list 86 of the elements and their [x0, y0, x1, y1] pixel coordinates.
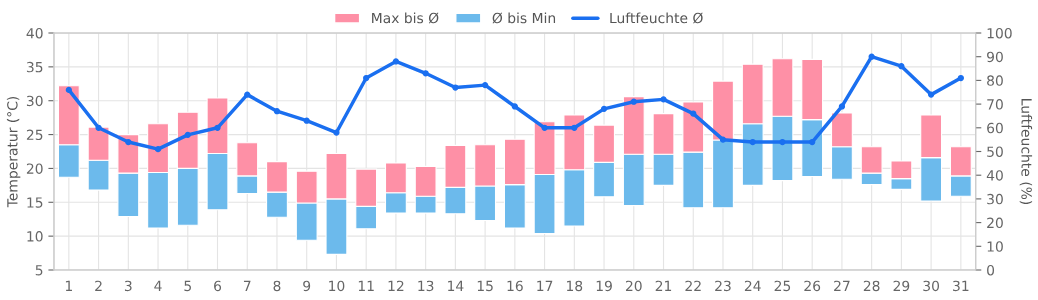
x-tick-label: 31 — [953, 280, 969, 292]
point — [660, 96, 667, 103]
y2-tick-label: 100 — [987, 27, 1012, 39]
legend-label: Max bis Ø — [372, 12, 439, 24]
x-tick-label: 7 — [243, 280, 251, 291]
y2-axis-title: Luftfeuchte (%) — [1019, 99, 1033, 205]
point — [511, 103, 518, 110]
y-axis-title: Temperatur (°C) — [6, 96, 21, 208]
y-tick-label: 15 — [27, 197, 43, 208]
x-tick-label: 23 — [715, 280, 731, 292]
x-tick-label: 30 — [923, 280, 940, 292]
y-tick-label: 30 — [26, 95, 43, 107]
x-tick-label: 10 — [329, 280, 345, 292]
x-tick-label: 27 — [834, 280, 850, 291]
x-tick-label: 17 — [537, 280, 553, 291]
point — [125, 138, 132, 146]
point — [303, 117, 310, 124]
point — [719, 136, 727, 143]
x-tick-label: 4 — [154, 280, 162, 291]
point — [868, 53, 875, 60]
y-tick-label: 35 — [26, 61, 43, 73]
y-tick-label: 40 — [26, 27, 43, 39]
y2-tick-label: 40 — [986, 170, 1003, 181]
point — [600, 105, 608, 112]
x-tick-label: 21 — [655, 280, 672, 291]
y-tick-label: 10 — [27, 231, 43, 242]
y2-tick-label: 70 — [987, 99, 1003, 110]
y-tick-label: 25 — [26, 129, 43, 141]
x-tick-label: 2 — [95, 280, 102, 291]
point — [481, 82, 489, 89]
x-tick-label: 9 — [303, 280, 311, 292]
x-tick-label: 26 — [804, 280, 821, 292]
point — [154, 146, 162, 153]
x-tick-label: 11 — [358, 280, 374, 291]
point — [363, 74, 370, 82]
x-tick-label: 18 — [567, 280, 583, 292]
y2-tick-label: 80 — [987, 75, 1003, 86]
point — [95, 124, 102, 131]
y2-tick-label: 0 — [987, 264, 995, 276]
point — [184, 131, 191, 139]
y2-tick-label: 60 — [987, 122, 1003, 134]
point — [690, 110, 697, 117]
x-tick-label: 29 — [893, 280, 910, 292]
point — [809, 138, 816, 146]
y2-tick-label: 90 — [987, 51, 1003, 63]
point — [957, 74, 964, 82]
x-tick-label: 14 — [448, 280, 464, 291]
x-tick-label: 16 — [507, 280, 523, 292]
y-tick-label: 20 — [26, 163, 43, 174]
y2-tick-label: 20 — [987, 217, 1003, 229]
x-tick-label: 25 — [774, 280, 791, 292]
point — [65, 86, 72, 94]
x-tick-label: 15 — [477, 280, 493, 292]
point — [571, 124, 578, 131]
x-tick-label: 1 — [65, 280, 72, 291]
point — [838, 103, 846, 110]
x-tick-label: 13 — [418, 280, 434, 292]
x-tick-label: 28 — [863, 280, 880, 292]
x-tick-label: 8 — [273, 280, 281, 292]
x-tick-label: 19 — [596, 280, 612, 292]
x-tick-label: 12 — [388, 280, 404, 291]
x-tick-label: 6 — [214, 280, 222, 292]
point — [214, 124, 221, 131]
point — [273, 108, 281, 115]
point — [422, 70, 429, 77]
x-tick-label: 3 — [124, 280, 132, 292]
point — [898, 63, 905, 70]
y-tick-label: 5 — [35, 265, 43, 276]
point — [630, 98, 637, 105]
point — [392, 58, 400, 65]
point — [779, 138, 786, 146]
point — [749, 138, 756, 146]
y2-tick-label: 10 — [987, 241, 1003, 252]
x-tick-label: 24 — [744, 280, 761, 291]
point — [452, 84, 459, 91]
x-tick-label: 5 — [184, 280, 191, 292]
point — [244, 91, 251, 98]
y2-tick-label: 50 — [987, 146, 1003, 157]
legend-label: Ø bis Min — [492, 12, 556, 24]
y2-tick-label: 30 — [987, 193, 1003, 205]
x-tick-label: 20 — [625, 280, 642, 292]
point — [927, 91, 935, 98]
point — [541, 124, 548, 131]
point — [333, 129, 340, 136]
legend-label: Luftfeuchte Ø — [610, 12, 703, 24]
x-tick-label: 22 — [685, 280, 701, 291]
